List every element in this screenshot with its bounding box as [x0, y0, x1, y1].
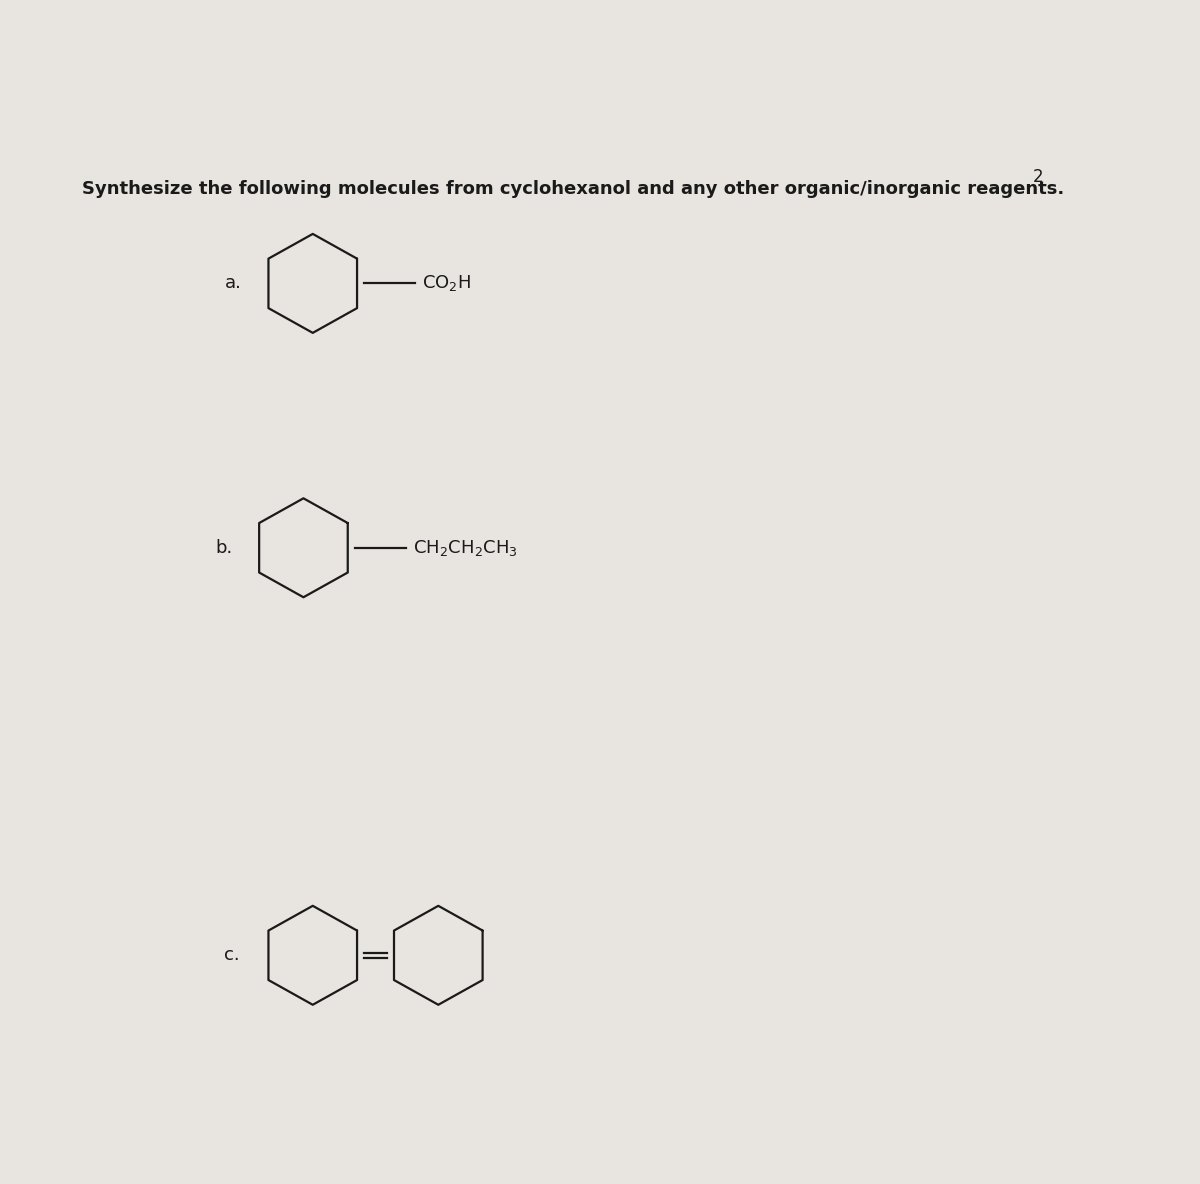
- Text: CO$_2$H: CO$_2$H: [422, 274, 472, 294]
- Text: CH$_2$CH$_2$CH$_3$: CH$_2$CH$_2$CH$_3$: [413, 538, 518, 558]
- Text: Synthesize the following molecules from cyclohexanol and any other organic/inorg: Synthesize the following molecules from …: [82, 180, 1064, 199]
- Text: c.: c.: [224, 946, 240, 964]
- Text: b.: b.: [215, 539, 233, 556]
- Text: 2: 2: [1033, 168, 1044, 186]
- Text: a.: a.: [224, 275, 241, 292]
